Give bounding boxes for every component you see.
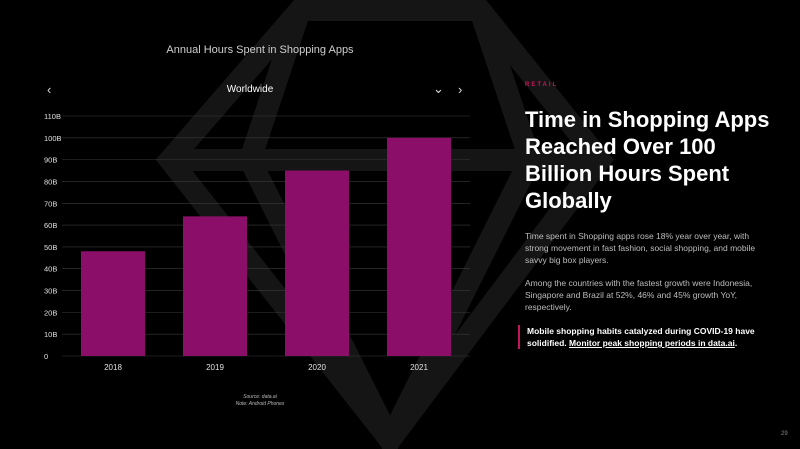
headline: Time in Shopping Apps Reached Over 100 B… [525,107,770,213]
bar-2018[interactable] [81,251,145,356]
y-tick-label: 10B [44,330,57,339]
bar-chart: 0 10B 20B 30B 40B 50B 60B 70B 80B 90B 100B 110B 2018… [44,112,470,372]
x-tick-label: 2020 [308,363,326,372]
chevron-down-icon[interactable]: ⌄ [433,81,444,96]
section-eyebrow: RETAIL [525,82,559,88]
bar-2021[interactable] [387,137,451,356]
bar-2020[interactable] [285,170,349,356]
source-line: Source: data.ai [243,394,277,400]
callout: Mobile shopping habits catalyzed during … [518,325,767,349]
y-tick-label: 30B [44,287,57,296]
x-tick-label: 2018 [104,363,122,372]
y-tick-label: 70B [44,199,57,208]
chart-title: Annual Hours Spent in Shopping Apps [166,44,354,56]
y-tick-label: 50B [44,243,57,252]
y-tick-label: 90B [44,156,57,165]
monitor-link[interactable]: Monitor peak shopping periods in data.ai [569,338,735,348]
body-paragraph-1: Time spent in Shopping apps rose 18% yea… [525,231,756,265]
callout-end: . [734,338,738,348]
region-dropdown[interactable]: Worldwide [226,84,274,95]
y-tick-label: 20B [44,308,57,317]
y-tick-label: 0 [44,352,48,361]
source-note: Source: data.ai Note: Android Phones [200,394,320,408]
y-tick-label: 80B [44,177,57,186]
page-number: 29 [781,431,788,437]
y-tick-label: 110B [44,112,61,121]
y-tick-label: 40B [44,265,57,274]
note-line: Note: Android Phones [235,401,285,407]
x-tick-label: 2019 [206,363,224,372]
y-tick-label: 100B [44,134,62,143]
bar-2019[interactable] [183,216,247,356]
x-tick-label: 2021 [410,363,428,372]
chevron-left-icon[interactable]: ‹ [47,82,52,97]
y-tick-label: 60B [44,221,57,230]
body-paragraph-2: Among the countries with the fastest gro… [525,278,753,312]
callout-text: Mobile shopping habits catalyzed during … [527,326,755,348]
chevron-right-icon[interactable]: › [458,82,463,97]
